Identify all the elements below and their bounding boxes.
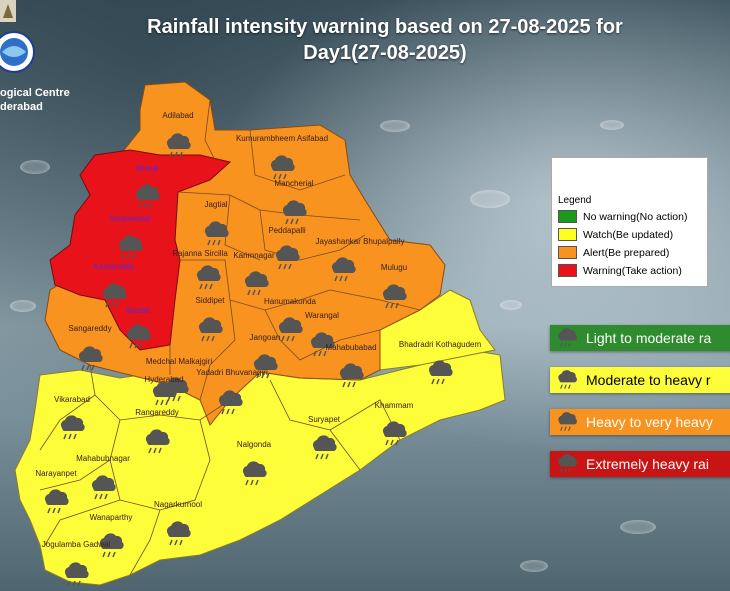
legend-label: Watch(Be updated) [583, 228, 674, 241]
imd-logo [0, 0, 35, 73]
district-label: Kumurambheem Asifabad [236, 134, 328, 143]
heavy-rain-cloud-icon [557, 411, 578, 432]
moderate-rain-cloud-icon [557, 369, 578, 390]
intensity-key-label: Extremely heavy rai [586, 456, 709, 472]
legend-title: Legend [558, 195, 592, 206]
map-title: Rainfall intensity warning based on 27-0… [100, 14, 670, 66]
district-label: Rajanna Sircilla [172, 249, 228, 258]
legend-label: Warning(Take action) [583, 264, 682, 277]
rain-drop [600, 120, 624, 130]
district-label: Nizamabad [110, 214, 150, 223]
intensity-key-extreme: Extremely heavy rai [550, 451, 730, 477]
logo-caption-line2: derabad [0, 101, 43, 113]
district-borders [39, 99, 421, 576]
district-label: Peddapalli [268, 226, 306, 235]
extreme-rain-cloud-icon [557, 453, 578, 474]
district-label: Mahabubabad [325, 343, 376, 352]
legend-label: Alert(Be prepared) [583, 246, 670, 259]
legend-label: No warning(No action) [583, 210, 688, 223]
light-rain-cloud-icon [557, 327, 578, 348]
district-label: Nagarkurnool [154, 500, 202, 509]
legend-swatch [558, 228, 577, 241]
district-label: Jayashankar Bhupalpally [316, 237, 405, 246]
rain-drop [500, 300, 522, 310]
district-label: Nalgonda [237, 440, 272, 449]
district-label: Wanaparthy [90, 513, 133, 522]
intensity-key-label: Light to moderate ra [586, 330, 712, 346]
rain-drop [20, 160, 50, 174]
district-label: Kamareddy [94, 262, 135, 271]
district-label: Hanumakonda [264, 297, 317, 306]
intensity-key-label: Heavy to very heavy [586, 414, 713, 430]
district-label: Karimnagar [233, 251, 275, 260]
district-label: Jangoan [250, 333, 281, 342]
legend-item: Alert(Be prepared) [558, 246, 669, 259]
district-label: Medchal Malkajgiri [146, 357, 212, 366]
legend-box: Legend No warning(No action) Watch(Be up… [551, 157, 708, 287]
district-label: Sangareddy [68, 324, 111, 333]
logo-caption: ogical Centre derabad [0, 86, 70, 114]
district-label: Mulugu [381, 263, 407, 272]
district-label: Yadadri Bhuvanagiri [196, 368, 268, 377]
intensity-key-label: Moderate to heavy r [586, 372, 711, 388]
district-label: Suryapet [308, 415, 341, 424]
rain-drop [520, 560, 548, 572]
rain-drop [470, 190, 510, 208]
district-label: Medak [126, 306, 151, 315]
district-label: Warangal [305, 311, 339, 320]
district-label: Nirmal [135, 164, 158, 173]
rain-drop [380, 120, 410, 132]
district-label: Rangareddy [135, 408, 179, 417]
title-line1: Rainfall intensity warning based on 27-0… [147, 16, 623, 38]
legend-swatch [558, 210, 577, 223]
legend-item: Warning(Take action) [558, 264, 682, 277]
intensity-key-moderate: Moderate to heavy r [550, 367, 730, 393]
legend-swatch [558, 264, 577, 277]
logo-caption-line1: ogical Centre [0, 87, 70, 99]
district-label: Jogulamba Gadwal [42, 540, 111, 549]
district-label: Hyderabad [144, 375, 183, 384]
district-label: Khammam [375, 401, 414, 410]
district-label: Mahabubnagar [76, 454, 130, 463]
legend-swatch [558, 246, 577, 259]
legend-item: Watch(Be updated) [558, 228, 673, 241]
legend-item: No warning(No action) [558, 210, 687, 223]
district-label: Vikarabad [54, 395, 90, 404]
rain-drop [620, 520, 656, 534]
district-label: Adilabad [162, 111, 193, 120]
yellow-zone-east [379, 289, 496, 371]
intensity-key-heavy: Heavy to very heavy [550, 409, 730, 435]
district-label: Mancherial [274, 179, 313, 188]
district-label: Siddipet [196, 296, 226, 305]
district-label: Jagtial [204, 200, 227, 209]
district-label: Narayanpet [35, 469, 77, 478]
intensity-key-light: Light to moderate ra [550, 325, 730, 351]
rain-drop [10, 300, 36, 312]
title-line2: Day1(27-08-2025) [303, 42, 467, 64]
district-label: Bhadradri Kothagudem [399, 340, 482, 349]
